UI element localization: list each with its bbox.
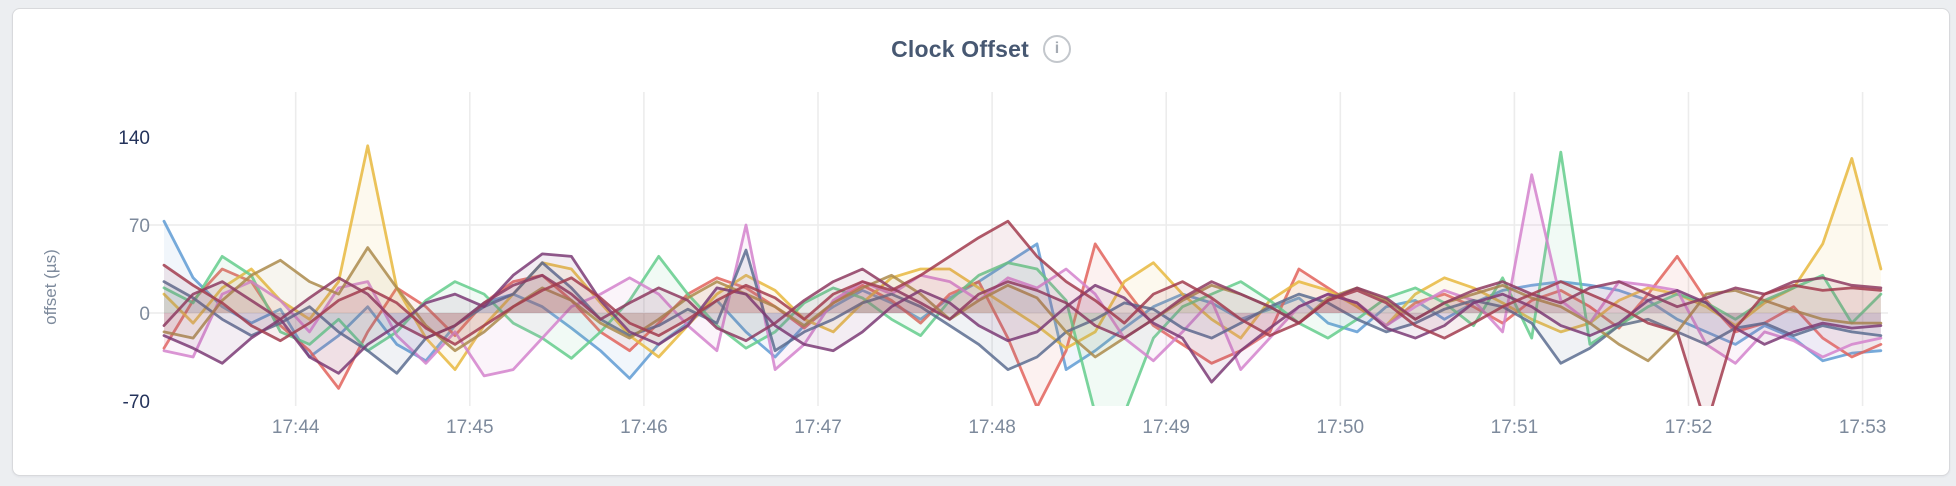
chart-card: Clock Offset i (12, 8, 1950, 476)
series-10-area (164, 221, 1881, 406)
series-9-line (162, 267, 1883, 343)
series-7-line (162, 246, 1883, 363)
y-tick-label: 70 (129, 216, 150, 237)
y-tick-label: -70 (123, 392, 150, 413)
y-tick-label: 0 (139, 304, 150, 325)
x-tick-label: 17:51 (1491, 417, 1539, 438)
chart-header: Clock Offset i (13, 35, 1949, 63)
info-icon-glyph: i (1054, 40, 1060, 57)
series-7-area (164, 247, 1881, 361)
series-3-line (162, 144, 1883, 371)
chart-title: Clock Offset (891, 35, 1029, 62)
x-tick-label: 17:50 (1317, 417, 1365, 438)
plot-area[interactable] (162, 144, 1883, 426)
x-tick-label: 17:49 (1142, 417, 1190, 438)
series-9-area (164, 269, 1881, 341)
y-tick-label: 140 (118, 128, 150, 149)
x-tick-label: 17:48 (968, 417, 1016, 438)
series-5-line (162, 173, 1883, 378)
series-4-line (162, 150, 1883, 406)
series-2-line (162, 242, 1883, 406)
x-tick-label: 17:52 (1665, 417, 1713, 438)
x-tick-label: 17:47 (794, 417, 842, 438)
x-tick-label: 17:44 (272, 417, 320, 438)
series-10-line (162, 219, 1883, 406)
series-8-area (164, 253, 1881, 383)
y-axis-title: offset (µs) (41, 249, 60, 325)
series-5-area (164, 174, 1881, 376)
info-icon[interactable]: i (1042, 35, 1071, 63)
x-tick-label: 17:53 (1839, 417, 1887, 438)
series-8-line (162, 252, 1883, 384)
series-4-area (164, 152, 1881, 406)
x-tick-label: 17:45 (446, 417, 494, 438)
series-2-area (164, 243, 1881, 406)
x-tick-label: 17:46 (620, 417, 668, 438)
